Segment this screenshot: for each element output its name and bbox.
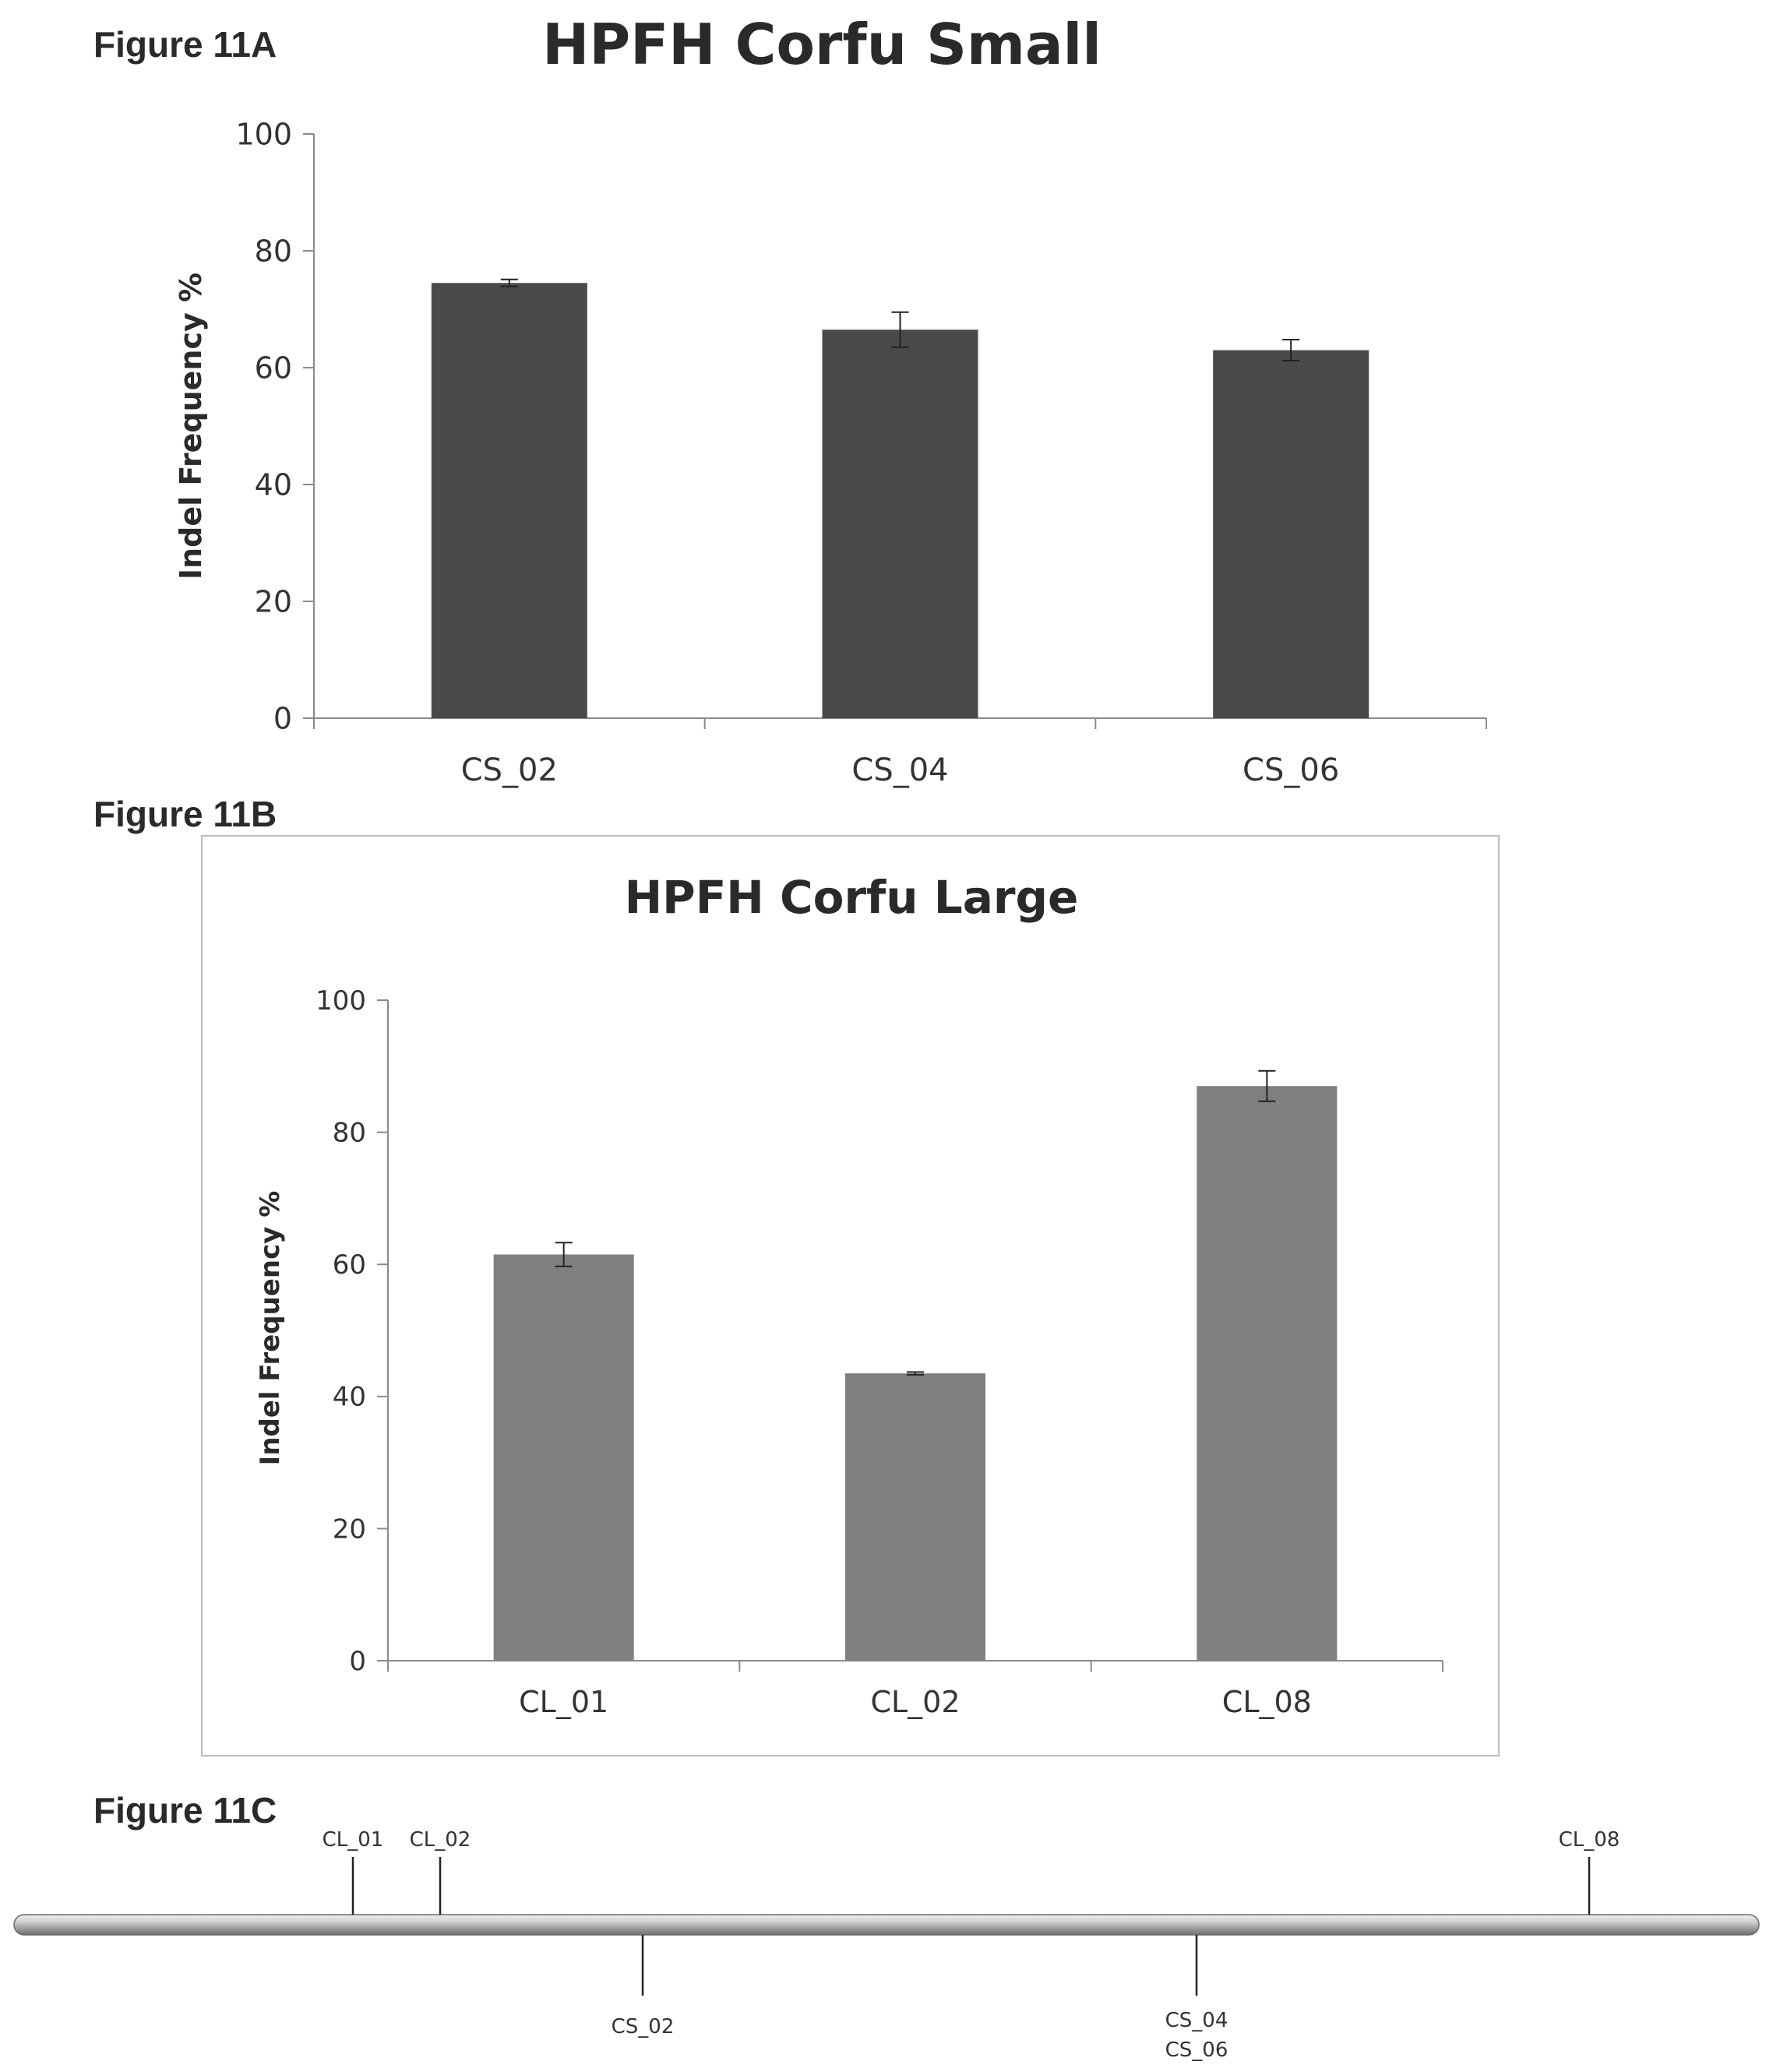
chart-b-bar	[1197, 1086, 1338, 1661]
chart-b-category-label: CL_08	[1222, 1685, 1312, 1719]
chart-b-ytick-label: 40	[333, 1382, 366, 1413]
chart-a-category-label: CS_02	[461, 752, 558, 788]
locus-rod	[13, 1914, 1760, 1936]
chart-b-title: HPFH Corfu Large	[625, 871, 1079, 924]
chart-a-ytick-label: 80	[255, 234, 292, 268]
chart-b-ylabel: Indel Frequency %	[255, 1191, 286, 1466]
chart-b-category-label: CL_02	[870, 1685, 960, 1719]
chart-b-category-label: CL_01	[519, 1685, 608, 1719]
locus-label-above: CL_08	[1559, 1828, 1620, 1852]
chart-a-ytick-label: 60	[255, 351, 292, 385]
chart-b: HPFH Corfu Large Indel Frequency % 0 20 40 60…	[255, 871, 1443, 1719]
locus-label-below: CS_04	[1165, 2009, 1228, 2032]
chart-a-ytick-label: 20	[255, 584, 292, 618]
chart-b-ytick-label: 20	[333, 1513, 366, 1545]
chart-a: HPFH Corfu Small Indel Frequency % 0 20 40 60…	[174, 12, 1487, 788]
locus-label-below: CS_06	[1165, 2039, 1228, 2062]
figure-11c-label: Figure 11C	[93, 1790, 277, 1831]
locus-label-below: CS_02	[612, 2015, 675, 2039]
chart-b-frame	[201, 835, 1500, 1757]
locus-label-above: CL_02	[410, 1828, 471, 1852]
chart-b-ytick-label: 60	[333, 1249, 366, 1281]
chart-b-ytick-label: 0	[349, 1646, 366, 1677]
chart-b-ytick-label: 80	[333, 1118, 366, 1149]
chart-a-ytick-label: 40	[255, 467, 292, 502]
locus-label-above: CL_01	[323, 1828, 384, 1852]
chart-b-bar	[845, 1373, 985, 1661]
chart-b-bar	[493, 1254, 634, 1661]
chart-b-ytick-label: 100	[315, 985, 366, 1017]
chart-a-bar	[431, 283, 587, 718]
figure-11b-label: Figure 11B	[93, 794, 277, 834]
chart-a-category-label: CS_06	[1243, 752, 1339, 788]
chart-a-bar	[822, 329, 978, 718]
chart-a-ytick-label: 0	[273, 701, 292, 735]
figure-11a-label: Figure 11A	[93, 24, 277, 65]
chart-a-ylabel: Indel Frequency %	[174, 273, 208, 580]
chart-a-title: HPFH Corfu Small	[542, 12, 1102, 77]
chart-a-ytick-label: 100	[235, 117, 292, 151]
chart-a-bar	[1213, 350, 1369, 718]
chart-a-category-label: CS_04	[851, 752, 948, 788]
